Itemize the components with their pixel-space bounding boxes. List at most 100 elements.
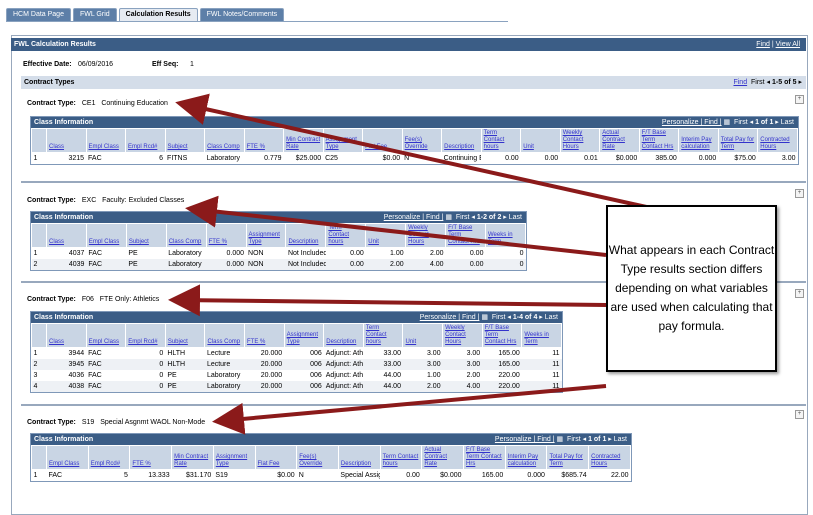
table-cell: FAC	[86, 359, 126, 370]
column-header[interactable]: Empl Class	[46, 445, 89, 470]
tab-fwl-grid[interactable]: FWL Grid	[72, 8, 117, 21]
column-header[interactable]: Class	[46, 128, 87, 153]
table-cell: 0.00	[469, 250, 484, 257]
column-header[interactable]: Weekly Contact Hours	[559, 128, 601, 153]
column-header[interactable]: Weekly Contact Hours	[442, 323, 483, 348]
column-header[interactable]: Interim Pay calculation	[504, 445, 548, 470]
column-header[interactable]: F/T Base Term Contact Hrs	[638, 128, 680, 153]
column-header[interactable]: Contracted Hours	[757, 128, 798, 153]
expand-icon[interactable]: +	[795, 95, 804, 104]
expand-icon[interactable]: +	[795, 410, 804, 419]
column-header[interactable]: FTE %	[244, 323, 285, 348]
column-header[interactable]: Description	[441, 128, 482, 153]
column-header[interactable]: Description	[285, 223, 327, 248]
table-cell: FAC	[86, 381, 126, 392]
prev-icon[interactable]: ◂	[766, 79, 771, 86]
expand-icon[interactable]: +	[795, 189, 804, 198]
table-cell: Continuing Education - $25	[443, 155, 482, 162]
column-header[interactable]: F/T Base Term Contact Hrs	[445, 223, 486, 248]
column-header[interactable]: Flat Fee	[362, 128, 403, 153]
arrow-exc	[185, 195, 607, 257]
arrow-ce1	[175, 93, 661, 212]
column-header[interactable]: Class Comp	[204, 128, 245, 153]
tab-hcm-data-page[interactable]: HCM Data Page	[6, 8, 71, 21]
column-header[interactable]: Term Contact hours	[362, 323, 404, 348]
column-header[interactable]: Weeks in Term	[521, 323, 562, 348]
column-header[interactable]: Flat Fee	[254, 445, 298, 470]
expand-icon[interactable]: +	[795, 289, 804, 298]
table-cell: Not Included in Workload	[285, 259, 326, 270]
table-cell: 3.00	[466, 350, 481, 357]
table-row: 3 4036 FAC 0 PE Laboratory 20.000 006 Adjunct: A…	[32, 370, 562, 381]
column-header[interactable]: Term Contact hours	[480, 128, 522, 153]
column-header[interactable]: Empl Class	[85, 323, 127, 348]
table-cell: Laboratory	[206, 372, 241, 379]
eff-seq-label: Eff Seq:	[152, 61, 179, 68]
column-header[interactable]: Fee(s) Override	[296, 445, 339, 470]
column-header[interactable]: Assignment Type	[245, 223, 287, 248]
table-cell: Lecture	[204, 359, 245, 370]
table-cell: 165.00	[481, 472, 504, 479]
column-header[interactable]: Total Pay for Term	[546, 445, 590, 470]
personalize-link[interactable]: Personalize | Find |	[419, 314, 480, 321]
table-cell: 20.000	[260, 350, 283, 357]
column-header[interactable]: Class	[46, 223, 87, 248]
tab-strip: HCM Data Page FWL Grid Calculation Resul…	[6, 8, 286, 22]
column-header[interactable]: Empl Rcd#	[125, 128, 166, 153]
column-header[interactable]: Empl Rcd#	[125, 323, 166, 348]
column-header[interactable]: Actual Contract Rate	[421, 445, 465, 470]
table-cell: 3	[33, 372, 38, 379]
class-grid-f06: Class Information Personalize | Find | ▦ …	[30, 311, 563, 393]
personalize-link[interactable]: Personalize | Find |	[383, 214, 444, 221]
column-header[interactable]: Unit	[402, 323, 444, 348]
table-row: 1 4037 FAC PE Laboratory 0.000 NON Not Included…	[32, 248, 526, 260]
column-header[interactable]: F/T Base Term Contact Hrs	[463, 445, 506, 470]
personalize-link[interactable]: Personalize | Find |	[494, 436, 555, 443]
table-cell: Special Assignment: WAOL	[340, 472, 380, 479]
column-header[interactable]: F/T Base Term Contact Hrs	[481, 323, 523, 348]
table-cell: Laboratory	[168, 250, 202, 257]
column-header[interactable]: FTE %	[129, 445, 173, 470]
column-header[interactable]: FTE %	[243, 128, 285, 153]
view-all-link[interactable]: View All	[775, 41, 800, 48]
column-header[interactable]: Fee(s) Override	[401, 128, 443, 153]
column-header[interactable]: Empl Class	[85, 223, 127, 248]
column-header[interactable]: Term Contact hours	[379, 445, 423, 470]
table-cell: 13.333	[148, 472, 170, 479]
column-header[interactable]: Empl Rcd#	[87, 445, 131, 470]
column-header[interactable]: Assignment Type	[283, 323, 325, 348]
table-cell: 006	[310, 350, 322, 357]
table-cell: NON	[248, 250, 264, 257]
tab-calculation-results[interactable]: Calculation Results	[118, 8, 198, 21]
column-header[interactable]: Actual Contract Rate	[599, 128, 640, 153]
eff-seq-value: 1	[190, 61, 194, 68]
table-cell: 0.00	[505, 155, 519, 162]
table-cell: FAC	[88, 155, 102, 162]
column-header[interactable]: Class	[46, 323, 87, 348]
column-header[interactable]: Subject	[164, 128, 206, 153]
column-header[interactable]: Description	[323, 323, 364, 348]
column-header[interactable]: Unit	[520, 128, 561, 153]
column-header[interactable]: Class Comp	[204, 323, 246, 348]
class-table: Class Empl Class Subject Class Comp FTE % Ass…	[31, 223, 527, 270]
column-header[interactable]: Total Pay for Term	[717, 128, 759, 153]
table-cell: HLTH	[167, 350, 186, 357]
table-cell: $75.00	[734, 155, 756, 162]
column-header[interactable]: Interim Pay calculation	[678, 128, 719, 153]
arrow-f06	[168, 284, 607, 317]
table-cell: 1	[33, 155, 38, 162]
table-cell: 165.00	[498, 350, 520, 357]
contract-type-exc: Contract Type: EXC Faculty: Excluded Clas…	[27, 197, 185, 204]
column-header[interactable]: Contracted Hours	[588, 445, 631, 470]
personalize-link[interactable]: Personalize | Find |	[661, 119, 722, 126]
next-icon[interactable]: ▸	[798, 79, 802, 86]
column-header[interactable]: Subject	[164, 323, 206, 348]
column-header[interactable]: Assignment Type	[212, 445, 256, 470]
table-cell: 0	[519, 250, 524, 257]
tab-fwl-notes[interactable]: FWL Notes/Comments	[199, 8, 285, 21]
table-cell: 0	[159, 372, 164, 379]
section-divider	[21, 281, 806, 283]
find-link[interactable]: Find	[756, 41, 770, 48]
table-cell: 1	[33, 472, 38, 479]
contract-find-link[interactable]: Find	[733, 79, 748, 86]
